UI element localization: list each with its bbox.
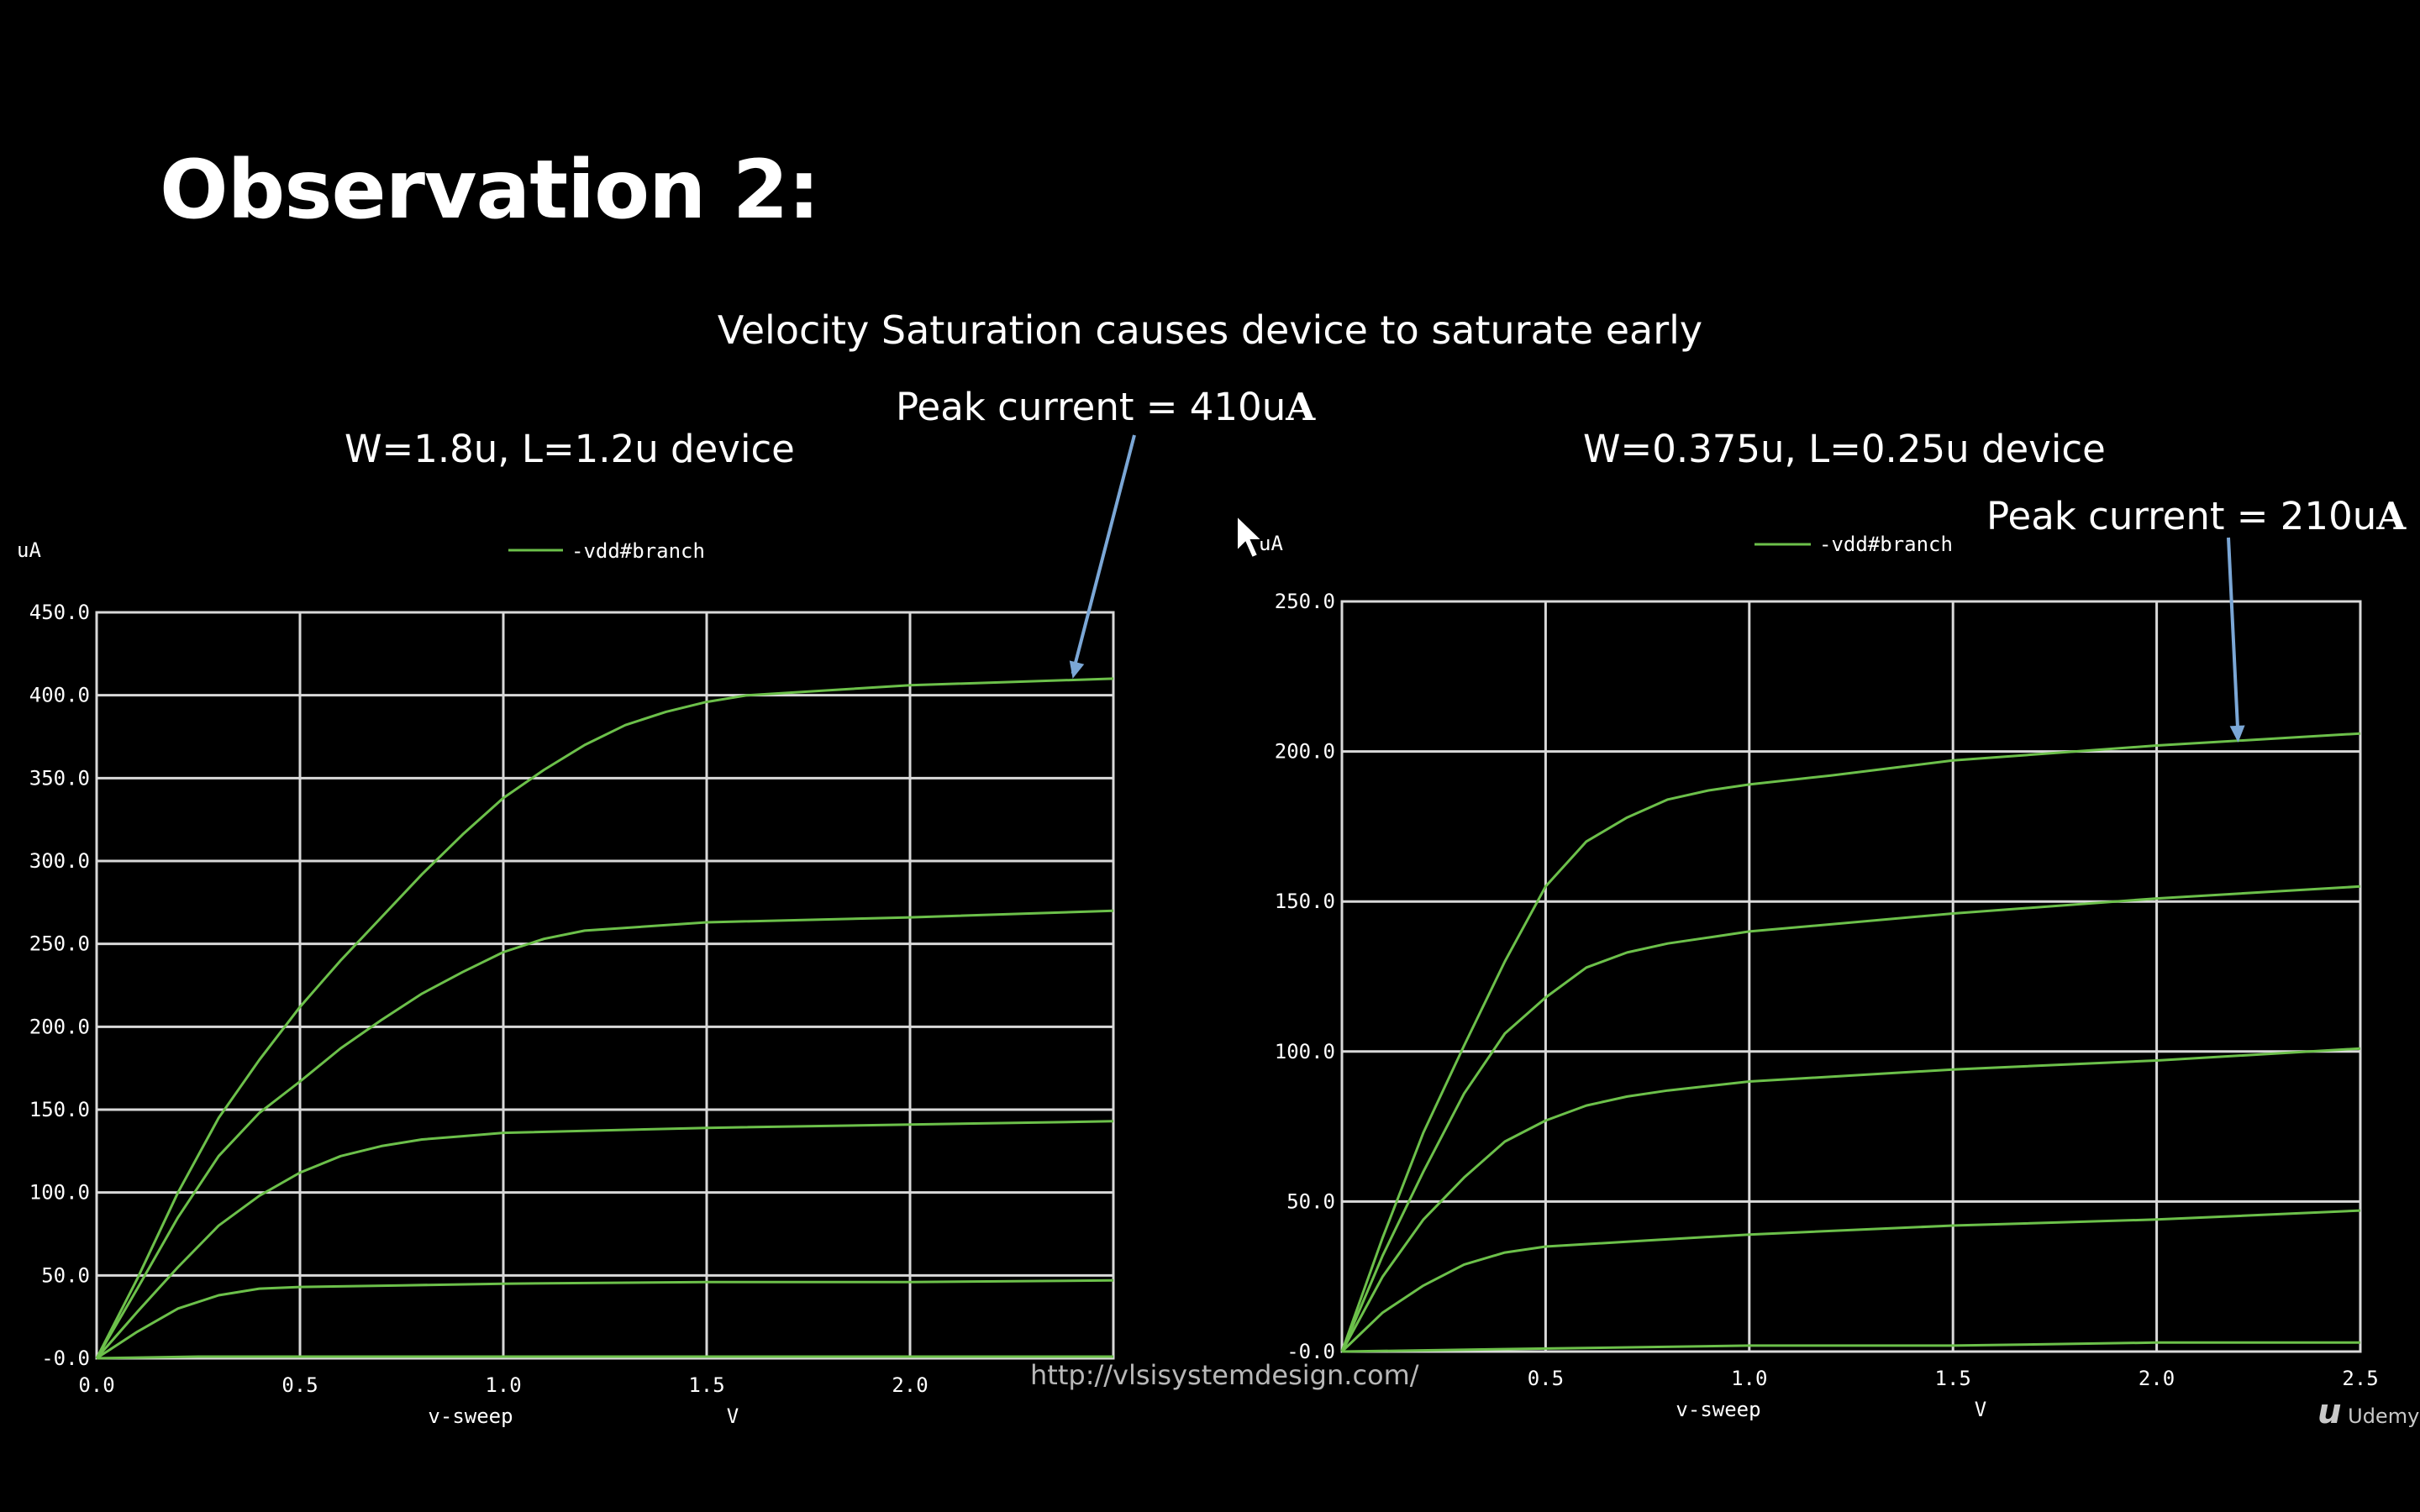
slide-title: Observation 2: — [160, 143, 820, 237]
y-tick-label: -0.0 — [41, 1347, 90, 1370]
x-tick-label: 1.5 — [1935, 1367, 1971, 1390]
x-tick-label: 0.5 — [281, 1373, 318, 1397]
peak-arrow-shaft — [2227, 537, 2240, 738]
x-axis-label: v-sweep — [1676, 1398, 1760, 1421]
x-tick-label: 1.5 — [688, 1373, 724, 1397]
udemy-brand-text: Udemy — [2348, 1404, 2420, 1428]
series-line-3 — [1340, 1047, 2361, 1352]
legend-label: -vdd#branch — [571, 539, 705, 563]
series-line-2 — [1340, 1209, 2361, 1353]
peak-arrow-shaft — [1071, 434, 1136, 675]
x-axis-unit-label: V — [727, 1404, 739, 1428]
left-peak-annotation: Peak current = 410uA — [896, 385, 1315, 429]
right-peak-text: Peak current = 210u — [1986, 494, 2377, 538]
y-tick-label: -0.0 — [1286, 1340, 1335, 1363]
series-line-5 — [95, 677, 1114, 1359]
plot-frame — [1340, 600, 2362, 1353]
right-peak-unit: A — [2376, 494, 2407, 538]
series-line-5 — [1340, 732, 2361, 1352]
y-tick-label: 350.0 — [29, 766, 90, 790]
y-tick-label: 450.0 — [29, 601, 90, 624]
x-tick-label: 1.0 — [485, 1373, 521, 1397]
y-tick-label: 100.0 — [29, 1181, 90, 1205]
y-tick-label: 250.0 — [29, 932, 90, 956]
peak-arrow-head — [2229, 725, 2245, 743]
y-tick-label: 200.0 — [29, 1015, 90, 1038]
x-tick-label: 2.5 — [2342, 1367, 2378, 1390]
headline: Velocity Saturation causes device to sat… — [717, 307, 1703, 353]
legend-label: -vdd#branch — [1819, 533, 1953, 556]
y-tick-label: 250.0 — [1275, 590, 1335, 613]
y-axis-unit-label: uA — [1259, 532, 1283, 555]
y-tick-label: 50.0 — [41, 1263, 90, 1287]
series-line-1 — [96, 1355, 1113, 1360]
x-axis-label: v-sweep — [428, 1404, 513, 1428]
left-peak-text: Peak current = 410u — [896, 385, 1286, 429]
y-tick-label: 200.0 — [1275, 740, 1335, 764]
right-peak-annotation: Peak current = 210uA — [1986, 494, 2406, 538]
y-tick-label: 150.0 — [1275, 890, 1335, 913]
series-line-4 — [95, 909, 1114, 1359]
y-tick-label: 150.0 — [29, 1098, 90, 1121]
series-line-2 — [96, 1278, 1114, 1360]
chart-right: -0.0 50.0 100.0 150.0 200.0 250.0 0.5 1.0 1.5 2.0… — [1259, 532, 2379, 1421]
mouse-cursor-icon — [1236, 513, 1265, 559]
y-tick-label: 400.0 — [29, 684, 90, 707]
x-tick-label: 2.0 — [892, 1373, 928, 1397]
y-tick-label: 300.0 — [29, 849, 90, 873]
website-url: http://vlsisystemdesign.com/ — [1030, 1359, 1419, 1391]
x-tick-label: 0.0 — [78, 1373, 114, 1397]
x-axis-unit-label: V — [1975, 1398, 1986, 1421]
udemy-u-icon: u — [2317, 1393, 2342, 1431]
right-device-label: W=0.375u, L=0.25u device — [1583, 427, 2106, 471]
x-tick-label: 0.5 — [1528, 1367, 1564, 1390]
y-tick-label: 50.0 — [1286, 1189, 1335, 1213]
series-line-3 — [95, 1120, 1114, 1359]
y-tick-label: 100.0 — [1275, 1040, 1335, 1063]
x-tick-label: 2.0 — [2139, 1367, 2175, 1390]
chart-left: -0.0 50.0 100.0 150.0 200.0 250.0 300.0 350.0 40… — [17, 434, 1136, 1428]
peak-arrow-head — [1069, 660, 1085, 679]
x-tick-label: 1.0 — [1731, 1367, 1767, 1390]
plot-frame — [95, 611, 1115, 1360]
series-line-4 — [1340, 885, 2361, 1352]
udemy-logo: u Udemy — [2317, 1393, 2419, 1431]
left-device-label: W=1.8u, L=1.2u device — [345, 427, 795, 471]
left-peak-unit: A — [1286, 385, 1316, 429]
y-axis-unit-label: uA — [17, 538, 41, 562]
series-line-1 — [1341, 1341, 2360, 1353]
